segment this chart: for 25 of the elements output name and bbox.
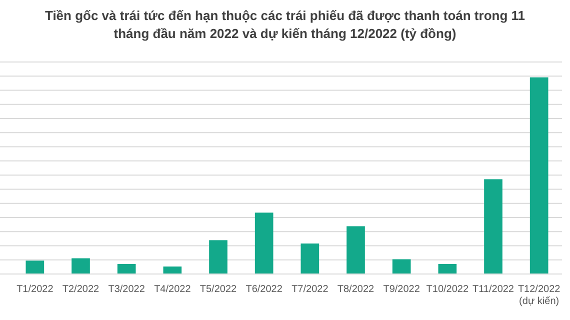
bar <box>346 226 365 274</box>
x-tick-label: T4/2022 <box>154 284 192 295</box>
x-tick-label: T12/2022 (dự kiến) <box>518 284 561 307</box>
bar <box>530 77 548 274</box>
bar <box>438 264 457 274</box>
x-tick-label: T7/2022 <box>292 284 329 295</box>
bar <box>163 266 182 274</box>
bar <box>484 179 502 274</box>
x-tick-label: T1/2022 <box>16 284 54 295</box>
x-tick-label: T5/2022 <box>200 284 238 295</box>
x-tick-label: T11/2022 <box>472 284 514 295</box>
bar <box>26 260 44 274</box>
bar <box>392 259 411 274</box>
x-tick-label: T6/2022 <box>246 284 283 295</box>
x-tick-label: T10/2022 <box>426 284 469 295</box>
bar <box>117 264 136 274</box>
x-tick-label: T9/2022 <box>383 284 420 295</box>
chart-title: Tiền gốc và trái tức đến hạn thuộc các trái phiếu đã được thanh toán trong 11 tháng đầu năm 2022 và dự kiến tháng 12/2022 (tỷ đồng) <box>44 8 526 41</box>
bar <box>254 212 274 274</box>
x-tick-label: T2/2022 <box>62 284 100 295</box>
bar <box>209 240 228 274</box>
x-tick-label: T3/2022 <box>108 284 146 295</box>
x-tick-label: T8/2022 <box>337 284 375 295</box>
bar <box>72 258 90 274</box>
bar <box>300 244 320 274</box>
